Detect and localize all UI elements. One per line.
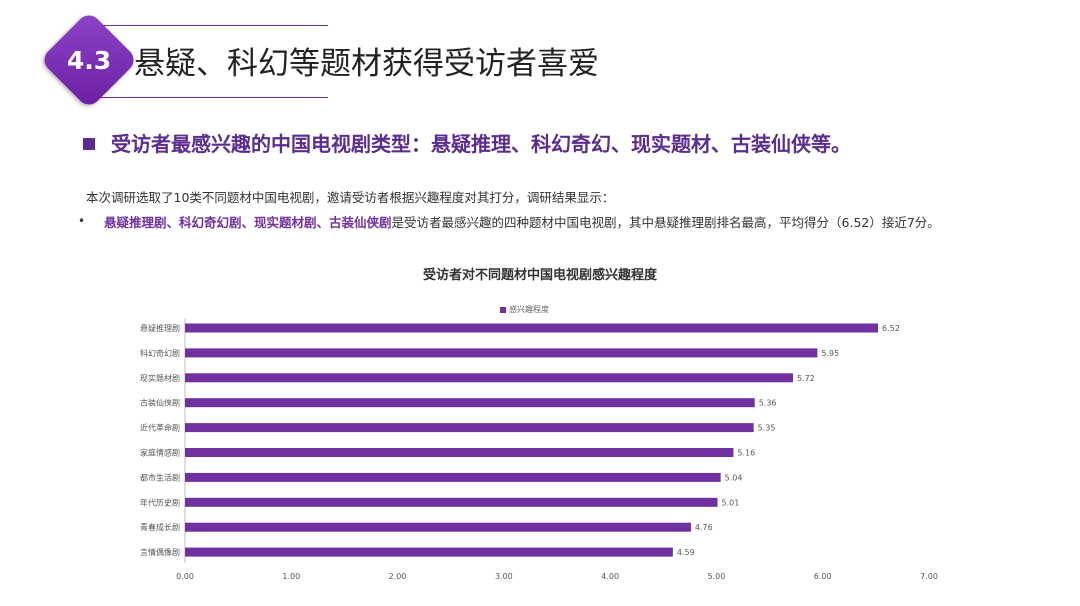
category-label: 青春成长剧	[140, 522, 180, 532]
category-label: 古装仙侠剧	[140, 398, 180, 408]
bar	[185, 497, 718, 507]
data-label: 5.36	[759, 399, 777, 408]
chart-legend: 感兴趣程度	[500, 304, 549, 315]
bar	[185, 522, 691, 532]
x-tick-label: 2.00	[389, 572, 407, 581]
bar	[185, 448, 734, 457]
category-label: 现实题材剧	[140, 373, 180, 383]
category-label: 科幻奇幻剧	[140, 348, 180, 358]
x-tick-label: 3.00	[495, 572, 513, 581]
category-label: 悬疑推理剧	[140, 323, 180, 333]
legend-label: 感兴趣程度	[509, 305, 549, 314]
data-label: 5.16	[737, 449, 755, 458]
x-tick-label: 7.00	[920, 572, 938, 581]
data-label: 5.04	[725, 473, 743, 482]
intro-text: 本次调研选取了10类不同题材中国电视剧，邀请受访者根据兴趣程度对其打分，调研结果…	[86, 190, 615, 205]
section-number: 4.3	[66, 45, 112, 75]
category-label: 言情偶像剧	[140, 547, 180, 557]
category-label: 都市生活剧	[140, 472, 180, 482]
data-label: 5.95	[821, 349, 839, 358]
x-tick-label: 6.00	[814, 572, 832, 581]
bar	[185, 373, 793, 383]
x-tick-label: 4.00	[601, 572, 619, 581]
bar	[185, 348, 818, 358]
data-label: 5.35	[758, 424, 776, 433]
x-tick-label: 1.00	[282, 572, 300, 581]
finding-bullet: 悬疑推理剧、科幻奇幻剧、现实题材剧、古装仙侠剧是受访者最感兴趣的四种题材中国电视…	[104, 212, 940, 231]
bar	[185, 323, 878, 333]
legend-swatch	[500, 306, 506, 313]
page-title: 悬疑、科幻等题材获得受访者喜爱	[134, 46, 599, 82]
finding-text: 是受访者最感兴趣的四种题材中国电视剧，其中悬疑推理剧排名最高，平均得分（6.52…	[391, 215, 940, 230]
finding-highlight: 悬疑推理剧、科幻奇幻剧、现实题材剧、古装仙侠剧	[104, 215, 392, 230]
data-label: 5.01	[721, 498, 739, 507]
x-tick-label: 5.00	[708, 572, 726, 581]
bar	[185, 398, 755, 408]
chart-title: 受访者对不同题材中国电视剧感兴趣程度	[422, 268, 657, 283]
data-label: 5.72	[797, 374, 815, 383]
square-bullet-icon	[83, 138, 95, 150]
category-label: 年代历史剧	[140, 497, 180, 507]
bar	[185, 472, 721, 482]
data-label: 4.59	[677, 548, 695, 557]
bar	[185, 423, 754, 433]
header-rule-top	[96, 25, 328, 26]
category-label: 近代革命剧	[140, 423, 180, 433]
category-label: 家庭情感剧	[140, 448, 180, 458]
bar	[185, 547, 673, 557]
bullet-dot-icon: •	[78, 214, 86, 228]
x-tick-label: 0.00	[176, 572, 194, 581]
data-label: 6.52	[882, 324, 900, 333]
page-subtitle: 受访者最感兴趣的中国电视剧类型：悬疑推理、科幻奇幻、现实题材、古装仙侠等。	[111, 132, 851, 156]
header-rule-bottom	[96, 97, 328, 98]
data-label: 4.76	[695, 523, 713, 532]
